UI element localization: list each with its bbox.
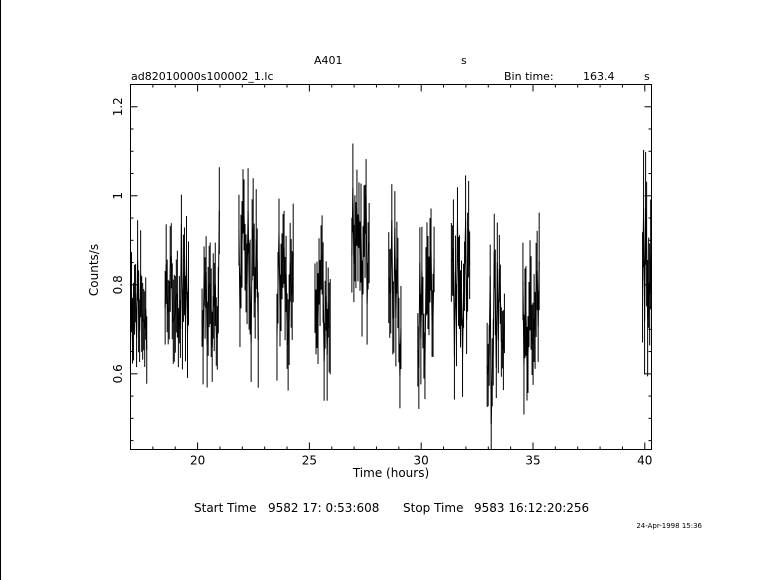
rate-line — [642, 208, 652, 322]
data-segment — [276, 198, 294, 391]
rate-line — [238, 201, 259, 343]
data-segment — [130, 220, 148, 384]
rate-line — [201, 210, 220, 348]
data-segment — [201, 167, 220, 388]
data-segment — [314, 215, 331, 401]
data-segment — [522, 212, 540, 415]
mode-label: s — [461, 54, 467, 67]
y-axis-label: Counts/s — [87, 244, 101, 296]
y-tick-label: 1 — [111, 192, 125, 200]
y-tick-label: 1.2 — [111, 97, 125, 116]
rate-line — [450, 219, 471, 359]
rate-line — [417, 249, 435, 368]
bin-time-unit: s — [644, 70, 650, 83]
plot-frame — [130, 84, 652, 450]
stop-time-label: Stop Time — [403, 501, 463, 515]
data-segment — [351, 143, 370, 345]
x-tick-label: 20 — [190, 454, 205, 468]
rate-line — [164, 224, 190, 338]
data-segment — [388, 184, 402, 409]
data-segment — [238, 168, 259, 388]
stop-time-value: 9583 16:12:20:256 — [474, 501, 589, 515]
rate-line — [522, 261, 540, 365]
data-segment — [417, 208, 435, 409]
target-name: A401 — [314, 54, 343, 67]
y-tick-label: 0.8 — [111, 275, 125, 294]
data-segment — [450, 175, 471, 400]
plot-date: 24-Apr-1998 15:36 — [636, 522, 702, 530]
start-time-label: Start Time — [194, 501, 257, 515]
rate-line — [351, 187, 370, 304]
x-axis: 20 25 30 35 40 — [152, 84, 652, 468]
plot-area: 0.6 0.8 1 1.2 20 25 30 35 40 — [111, 84, 652, 468]
data-segment — [642, 149, 652, 377]
start-time-value: 9582 17: 0:53:608 — [268, 501, 379, 515]
data-segment — [486, 213, 505, 450]
data-series — [130, 143, 652, 450]
x-tick-label: 25 — [302, 454, 317, 468]
data-segment — [164, 194, 190, 378]
file-name: ad82010000s100002_1.lc — [131, 70, 274, 83]
y-axis: 0.6 0.8 1 1.2 — [111, 97, 652, 442]
rate-line — [388, 219, 402, 377]
bin-time-label: Bin time: — [504, 70, 554, 83]
rate-line — [486, 251, 505, 425]
x-axis-label: Time (hours) — [352, 466, 429, 480]
rate-line — [314, 254, 331, 362]
x-tick-label: 35 — [525, 454, 540, 468]
x-tick-label: 30 — [414, 454, 429, 468]
rate-line — [130, 260, 148, 351]
rate-line — [276, 231, 294, 345]
bin-time-value: 163.4 — [583, 70, 615, 83]
y-tick-label: 0.6 — [111, 364, 125, 383]
x-tick-label: 40 — [637, 454, 652, 468]
